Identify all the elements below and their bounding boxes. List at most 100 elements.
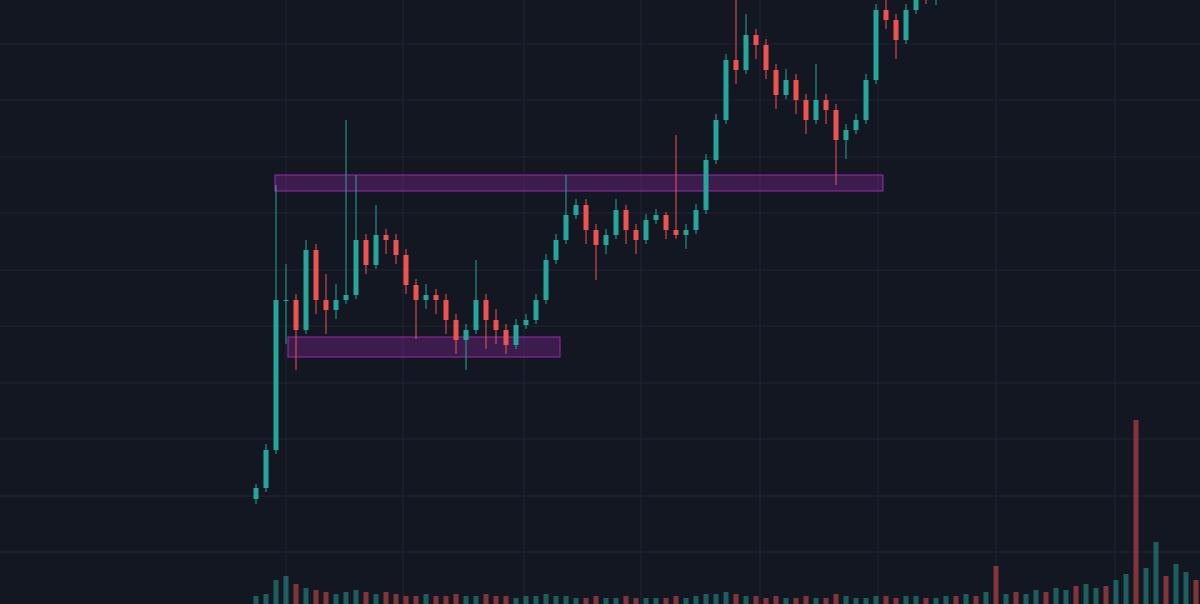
candle-body	[593, 230, 599, 245]
candle-body	[643, 220, 649, 240]
candle-body	[743, 35, 749, 70]
candle-body	[663, 215, 669, 230]
volume-bar	[713, 594, 719, 604]
volume-bar	[563, 596, 569, 604]
candle-body	[493, 320, 499, 330]
volume-bar	[1153, 542, 1159, 604]
volume-bar	[533, 596, 539, 604]
volume-bar	[733, 594, 739, 604]
volume-bar	[433, 596, 439, 604]
volume-bar	[333, 594, 339, 604]
volume-bar	[473, 596, 479, 604]
volume-bar	[1113, 580, 1119, 604]
candle-body	[723, 60, 729, 120]
volume-bar	[803, 596, 809, 604]
candle-body	[843, 130, 849, 140]
volume-bar	[313, 590, 319, 604]
volume-bar	[503, 596, 509, 604]
candle-body	[573, 205, 579, 215]
volume-bar	[683, 598, 689, 604]
volume-bar	[653, 598, 659, 604]
volume-bar	[353, 590, 359, 604]
volume-bar	[573, 598, 579, 604]
volume-bar	[513, 598, 519, 604]
volume-bar	[693, 596, 699, 604]
volume-bar	[603, 598, 609, 604]
candle-body	[333, 300, 339, 310]
candle-body	[283, 300, 289, 301]
candle-body	[823, 100, 829, 110]
candle-body	[713, 120, 719, 160]
volume-bar	[293, 584, 299, 604]
volume-bar	[703, 594, 709, 604]
volume-bar	[1193, 580, 1199, 604]
candle-body	[363, 240, 369, 265]
zone	[274, 174, 884, 192]
volume-bar	[843, 596, 849, 604]
volume-bar	[1163, 576, 1169, 604]
volume-bar	[1053, 588, 1059, 604]
volume-bar	[393, 594, 399, 604]
candle-body	[853, 120, 859, 130]
volume-bar	[813, 598, 819, 604]
volume-bar	[493, 596, 499, 604]
volume-bar	[893, 598, 899, 604]
volume-bar	[303, 588, 309, 604]
volume-bar	[1043, 592, 1049, 604]
volume-bar	[413, 596, 419, 604]
volume-bar	[943, 596, 949, 604]
volume-bar	[913, 596, 919, 604]
candle-body	[913, 0, 919, 10]
candle-body	[423, 295, 429, 300]
volume-bar	[903, 596, 909, 604]
candle-body	[453, 320, 459, 340]
volume-bar	[343, 592, 349, 604]
candle-body	[483, 300, 489, 320]
volume-bar	[983, 592, 989, 604]
candle-body	[873, 10, 879, 80]
volume-bar	[1173, 564, 1179, 604]
volume-bar	[523, 596, 529, 604]
volume-bar	[953, 596, 959, 604]
candle-body	[673, 230, 679, 235]
volume-bar	[383, 592, 389, 604]
candle-body	[433, 295, 439, 300]
volume-bar	[463, 596, 469, 604]
candle-body	[533, 300, 539, 320]
candle-body	[623, 210, 629, 230]
volume-bar	[1023, 594, 1029, 604]
volume-bar	[1093, 588, 1099, 604]
candle-body	[803, 100, 809, 120]
volume-bar	[593, 596, 599, 604]
volume-bar	[263, 594, 269, 604]
volume-bar	[483, 594, 489, 604]
candle-body	[443, 300, 449, 320]
volume-bar	[673, 596, 679, 604]
volume-bar	[253, 596, 259, 604]
volume-bar	[1073, 586, 1079, 604]
zone	[287, 336, 561, 358]
volume-bar	[633, 598, 639, 604]
candle-body	[783, 80, 789, 95]
volume-bar	[993, 566, 999, 604]
volume-bar	[1033, 590, 1039, 604]
candle-body	[563, 215, 569, 240]
volume-bar	[1063, 590, 1069, 604]
candle-body	[383, 235, 389, 240]
volume-bar	[1083, 584, 1089, 604]
volume-bar	[723, 592, 729, 604]
volume-bar	[623, 596, 629, 604]
volume-bar	[613, 598, 619, 604]
candle-body	[413, 285, 419, 300]
volume-bar	[853, 598, 859, 604]
candle-body	[753, 35, 759, 45]
volume-bar	[1123, 574, 1129, 604]
candle-body	[653, 215, 659, 220]
volume-bar	[363, 592, 369, 604]
candle-body	[793, 80, 799, 100]
candle-body	[393, 240, 399, 255]
volume-bar	[453, 594, 459, 604]
volume-bar	[793, 598, 799, 604]
volume-bar	[833, 594, 839, 604]
